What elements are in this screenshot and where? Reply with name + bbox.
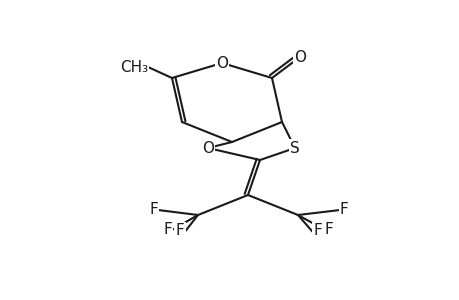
Text: F: F <box>163 223 172 238</box>
Text: F: F <box>313 223 322 238</box>
Text: S: S <box>290 140 299 155</box>
Text: F: F <box>175 223 184 238</box>
Text: O: O <box>216 56 228 70</box>
Text: O: O <box>293 50 305 64</box>
Text: F: F <box>339 202 348 217</box>
Text: F: F <box>325 223 333 238</box>
Text: O: O <box>202 140 213 155</box>
Text: CH₃: CH₃ <box>120 59 148 74</box>
Text: F: F <box>149 202 157 217</box>
